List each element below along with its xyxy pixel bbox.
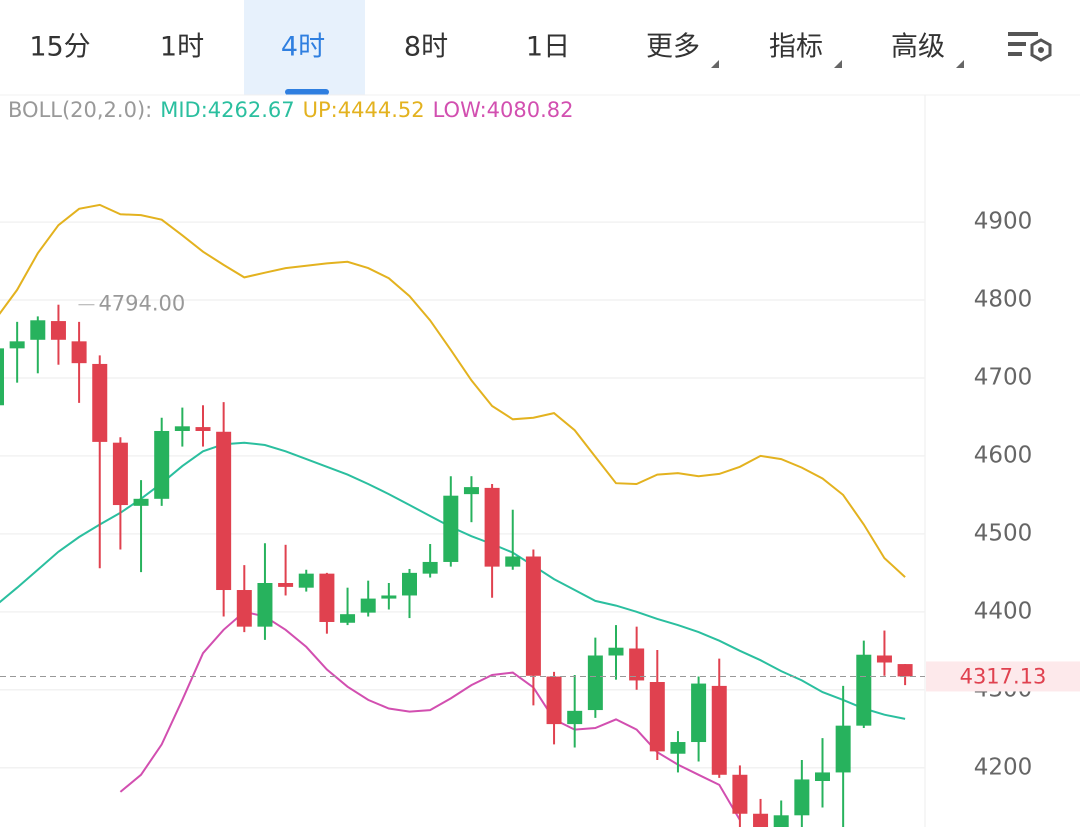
- tab-label: 8时: [404, 32, 448, 63]
- candle-body: [71, 341, 87, 364]
- candle-body: [9, 341, 25, 349]
- indicator-item: LOW:4080.82: [433, 98, 574, 122]
- candle-body: [670, 742, 686, 754]
- candle-body: [298, 573, 314, 588]
- grid: [0, 221, 925, 769]
- candle-body: [732, 774, 748, 814]
- tab[interactable]: 8时: [404, 32, 448, 63]
- candle-body: [629, 648, 645, 681]
- candle-body: [30, 320, 46, 340]
- dropdown-arrow: [834, 60, 842, 68]
- candle-body: [753, 813, 769, 827]
- boll-line: [0, 441, 906, 720]
- last-price-tag: [926, 661, 1080, 692]
- candle-body: [278, 583, 294, 587]
- candle-body: [856, 654, 872, 726]
- indicator-item: MID:4262.67: [160, 98, 294, 122]
- candle-body: [257, 583, 273, 627]
- candle-body: [360, 598, 376, 613]
- candle-body: [195, 427, 211, 431]
- y-tick-label: 4900: [974, 209, 1033, 235]
- candle-body: [154, 430, 170, 499]
- tab-active-bg: [244, 0, 365, 95]
- candle-body: [422, 561, 438, 574]
- candle-body: [897, 664, 913, 677]
- candle-body: [340, 614, 356, 623]
- boll-line: [119, 610, 741, 821]
- tab[interactable]: 4时: [244, 0, 365, 95]
- dropdown-arrow: [711, 60, 719, 68]
- y-tick-label: 4800: [974, 287, 1033, 313]
- tab[interactable]: 1时: [160, 32, 204, 63]
- candle-body: [711, 685, 727, 775]
- tab-label: 4时: [281, 32, 325, 63]
- candle-body: [815, 772, 830, 782]
- candle-body: [133, 498, 149, 506]
- candle-body: [567, 710, 583, 725]
- y-tick-label: 4600: [974, 442, 1033, 468]
- indicator-legend: BOLL(20,2.0): MID:4262.67 UP:4444.52 LOW:40…: [8, 98, 574, 122]
- candle-body: [0, 348, 4, 406]
- candle-body: [236, 590, 252, 627]
- boll-line: [0, 203, 906, 578]
- candle-body: [649, 682, 665, 752]
- candle-body: [319, 573, 335, 622]
- candle-body: [381, 595, 397, 599]
- candle-body: [773, 815, 789, 827]
- max-marker-label: 4794.00: [98, 292, 185, 316]
- tab[interactable]: 15分: [29, 32, 90, 63]
- candle-body: [835, 725, 851, 773]
- tab-label: 1时: [160, 32, 204, 63]
- tab-indicator: [285, 89, 329, 95]
- candle-body: [112, 442, 128, 506]
- tab[interactable]: 高级: [891, 32, 964, 69]
- tab-bar: 15分 1时 4时 8时 1日 更多 指标 高级: [29, 0, 964, 95]
- plot-area: 4794.00: [0, 203, 925, 827]
- candle-body: [876, 655, 892, 663]
- indicator-item: UP:4444.52: [303, 98, 425, 122]
- y-tick-label: 4500: [974, 520, 1033, 546]
- settings-icon[interactable]: [1008, 32, 1052, 62]
- tab-label: 高级: [891, 32, 945, 63]
- candle-body: [50, 321, 66, 340]
- candle-body: [174, 426, 190, 431]
- tab-label: 更多: [646, 32, 700, 63]
- tab[interactable]: 指标: [769, 32, 842, 69]
- tab-label: 15分: [29, 32, 90, 63]
- candle-body: [546, 676, 562, 725]
- candle-body: [463, 487, 479, 495]
- candle-body: [587, 655, 603, 711]
- y-tick-label: 4200: [974, 754, 1033, 780]
- candle-body: [216, 431, 232, 591]
- y-tick-label: 4400: [974, 598, 1033, 624]
- dropdown-arrow: [956, 60, 964, 68]
- candle-body: [484, 487, 500, 567]
- last-price-label: 4317.13: [960, 664, 1047, 688]
- tab[interactable]: 1日: [526, 32, 570, 63]
- y-axis: 420043004400450046004700480049004317.13: [926, 209, 1080, 780]
- tab[interactable]: 更多: [646, 32, 719, 69]
- candle-body: [691, 683, 707, 743]
- candle-body: [794, 779, 810, 816]
- candle-body: [505, 556, 521, 567]
- candle-body: [92, 363, 108, 442]
- candle-body: [443, 495, 459, 562]
- y-tick-label: 4700: [974, 364, 1033, 390]
- candle-body: [608, 647, 624, 656]
- indicator-name: BOLL(20,2.0):: [8, 98, 152, 122]
- tab-label: 1日: [526, 32, 570, 63]
- candle-body: [525, 556, 541, 676]
- candle-body: [402, 572, 417, 596]
- tab-label: 指标: [769, 32, 823, 63]
